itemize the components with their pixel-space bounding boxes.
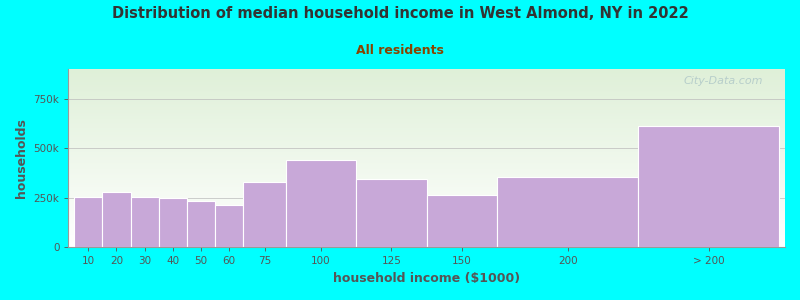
Y-axis label: households: households [15, 118, 28, 198]
X-axis label: household income ($1000): household income ($1000) [333, 272, 520, 285]
Text: City-Data.com: City-Data.com [684, 76, 763, 86]
Bar [356, 179, 426, 248]
Bar [286, 160, 356, 248]
Text: Distribution of median household income in West Almond, NY in 2022: Distribution of median household income … [112, 6, 688, 21]
Bar [243, 182, 286, 248]
Bar [215, 205, 243, 247]
Bar [158, 198, 187, 248]
Bar [102, 192, 130, 248]
Bar [426, 195, 498, 247]
Bar [638, 127, 779, 248]
Bar [498, 177, 638, 248]
Bar [187, 201, 215, 248]
Bar [74, 197, 102, 248]
Text: All residents: All residents [356, 44, 444, 56]
Bar [130, 197, 158, 248]
